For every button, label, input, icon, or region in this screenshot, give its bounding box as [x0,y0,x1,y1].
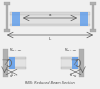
Text: $V_{Ed,A}$: $V_{Ed,A}$ [68,71,77,79]
Bar [9,57,15,69]
Bar [4,2,10,5]
Text: L: L [49,36,51,40]
Bar [90,29,96,32]
Text: $s_h$: $s_h$ [9,74,14,80]
Bar [8,57,26,59]
Bar [92,5,94,29]
Bar [8,59,26,67]
Bar [72,57,78,69]
Bar [10,12,90,15]
Bar [6,5,8,29]
Bar [10,15,90,23]
Bar [61,67,79,69]
Bar [79,49,84,77]
Text: $M_{Ed,A,RBS}$: $M_{Ed,A,RBS}$ [9,47,23,54]
Bar [12,12,20,26]
Text: RBS: Reduced Beam Section: RBS: Reduced Beam Section [25,80,75,84]
Text: $s_h$: $s_h$ [73,74,78,80]
Bar [61,57,79,59]
Text: $M_{Ed,A,RBS}$: $M_{Ed,A,RBS}$ [64,47,78,54]
Text: a: a [49,13,51,17]
Bar [3,49,8,77]
Bar [4,29,10,32]
Bar [80,12,88,26]
Bar [61,59,79,67]
Bar [90,2,96,5]
Bar [10,23,90,26]
Bar [8,67,26,69]
Text: $V_{Ed,A}$: $V_{Ed,A}$ [10,71,18,79]
